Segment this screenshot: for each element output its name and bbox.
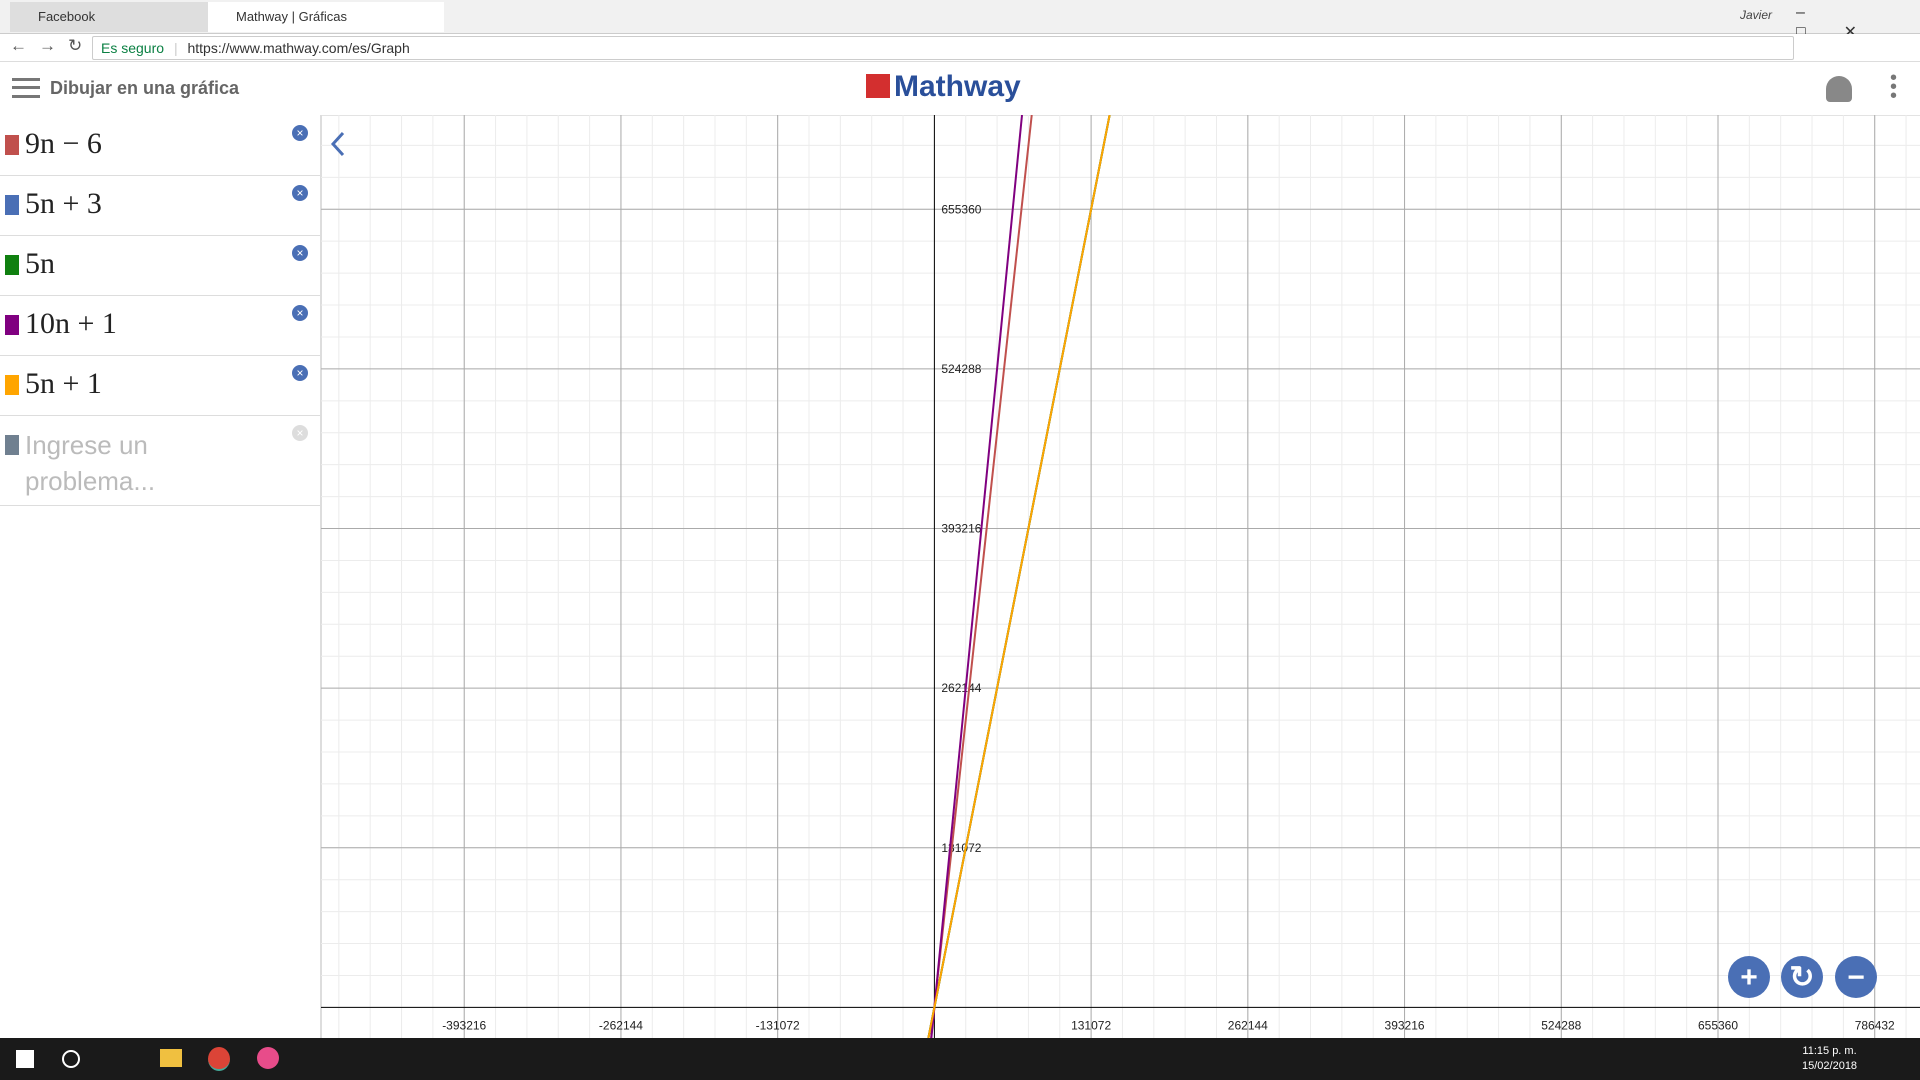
- sidebar: 9n − 6 × 5n + 3 × 5n × 10n + 1 × 5n + 1 × Ingrese …: [0, 115, 322, 1038]
- y-tick-label: 131072: [941, 841, 981, 855]
- function-plot: [930, 115, 1024, 1038]
- remove-button: ×: [292, 125, 308, 141]
- tab-title: Mathway | Gráficas: [236, 9, 348, 24]
- remove-button: ×: [292, 425, 308, 441]
- color-swatch: [5, 315, 19, 335]
- function-plot: [930, 115, 1033, 1038]
- y-tick-label: 393216: [941, 522, 981, 536]
- remove-button: ×: [292, 245, 308, 261]
- remove-button: ×: [292, 365, 308, 381]
- x-tick-label: 524288: [1541, 1018, 1581, 1032]
- x-tick-label: 131072: [1071, 1018, 1111, 1032]
- expression: 5n + 3: [25, 187, 102, 220]
- zoom-circle: [1835, 956, 1877, 998]
- taskbar: 11:15 p. m. 15/02/2018: [0, 1038, 1920, 1080]
- tab[interactable]: Mathway | Gráficas: [208, 2, 444, 32]
- clock[interactable]: 11:15 p. m. 15/02/2018: [1802, 1044, 1857, 1074]
- url: https://www.mathway.com/es/Graph: [187, 40, 410, 56]
- color-swatch: [5, 255, 19, 275]
- zoom-icon: +: [1740, 961, 1758, 994]
- y-tick-label: 524288: [941, 362, 981, 376]
- more-menu[interactable]: • • •: [1890, 67, 1898, 107]
- expression-item[interactable]: 9n − 6 ×: [0, 115, 320, 176]
- expression: 10n + 1: [25, 307, 117, 340]
- expression-item[interactable]: 10n + 1 ×: [0, 295, 320, 356]
- tab-title: Facebook: [38, 9, 96, 24]
- expression-item[interactable]: 5n + 1 ×: [0, 355, 320, 416]
- expression: 5n: [25, 247, 55, 280]
- date: 15/02/2018: [1802, 1060, 1858, 1072]
- separator: |: [173, 40, 178, 56]
- x-tick-label: -131072: [756, 1018, 800, 1032]
- chrome-icon[interactable]: [208, 1047, 230, 1071]
- zoom-icon: −: [1847, 961, 1865, 994]
- url-field[interactable]: Es seguro | https://www.mathway.com/es/G…: [92, 36, 1794, 60]
- nav-buttons[interactable]: ←→↻: [10, 36, 95, 55]
- remove-button: ×: [292, 305, 308, 321]
- app-header: Dibujar en una gráfica Mathway • • •: [0, 62, 1920, 116]
- color-swatch: [5, 195, 19, 215]
- color-swatch: [5, 135, 19, 155]
- menu-button[interactable]: [12, 78, 40, 98]
- y-tick-label: 655360: [941, 202, 981, 216]
- user-icon[interactable]: [1826, 76, 1852, 102]
- x-tick-label: -262144: [599, 1018, 643, 1032]
- zoom-circle: [1781, 956, 1823, 998]
- time: 11:15 p. m.: [1802, 1045, 1857, 1057]
- y-tick-label: 262144: [941, 681, 981, 695]
- x-tick-label: 786432: [1855, 1018, 1895, 1032]
- zoom-icon: ↻: [1789, 961, 1814, 994]
- zoom-button[interactable]: ↻: [1781, 956, 1823, 998]
- tab[interactable]: Facebook: [10, 2, 246, 32]
- remove-button: ×: [292, 185, 308, 201]
- logo-icon: [866, 74, 890, 98]
- page-title: Dibujar en una gráfica: [50, 78, 240, 98]
- placeholder: Ingrese un problema...: [25, 430, 156, 496]
- security-label: Es seguro: [101, 40, 165, 56]
- color-swatch: [5, 435, 19, 455]
- search-button[interactable]: [62, 1050, 80, 1068]
- function-plot: [927, 115, 1111, 1038]
- profile-name[interactable]: Javier: [1740, 8, 1773, 22]
- color-swatch: [5, 375, 19, 395]
- x-tick-label: -393216: [442, 1018, 486, 1032]
- itunes-icon[interactable]: [257, 1047, 279, 1069]
- expression: 5n + 1: [25, 367, 102, 400]
- collapse-button[interactable]: [330, 131, 345, 157]
- logo[interactable]: Mathway: [894, 70, 1021, 103]
- x-tick-label: 655360: [1698, 1018, 1738, 1032]
- expression-item[interactable]: 5n + 3 ×: [0, 175, 320, 236]
- zoom-button[interactable]: +: [1728, 956, 1770, 998]
- x-tick-label: 262144: [1228, 1018, 1268, 1032]
- graph: -393216 -262144 -131072 131072 262144 393216 5…: [321, 115, 1920, 1038]
- tab-bar: Facebook Mathway | Gráficas Javier –□✕: [0, 0, 1920, 41]
- expression: 9n − 6: [25, 127, 102, 160]
- expression-item: Ingrese un problema... ×: [0, 415, 320, 506]
- expression-item[interactable]: 5n ×: [0, 235, 320, 296]
- zoom-button[interactable]: −: [1835, 956, 1877, 998]
- start-button[interactable]: [16, 1050, 34, 1068]
- address-bar: ←→↻ Es seguro | https://www.mathway.com/…: [0, 34, 1920, 62]
- explorer-icon[interactable]: [160, 1049, 182, 1067]
- zoom-circle: [1728, 956, 1770, 998]
- x-tick-label: 393216: [1385, 1018, 1425, 1032]
